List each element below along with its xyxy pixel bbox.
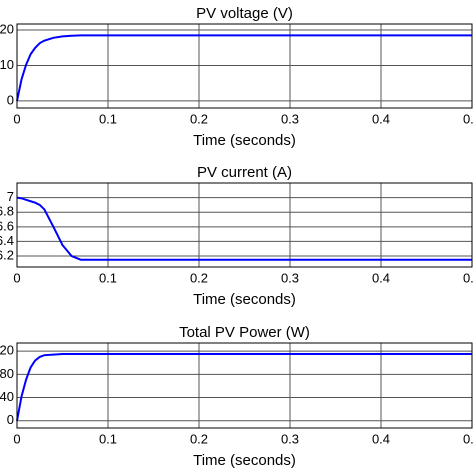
x-axis-label: Time (seconds) xyxy=(193,291,296,308)
chart-title: PV current (A) xyxy=(197,164,292,181)
x-tick-label: 0.3 xyxy=(281,270,299,285)
x-tick-label: 0 xyxy=(13,111,20,126)
plot-frame xyxy=(16,23,473,109)
x-tick-label: 0 xyxy=(13,270,20,285)
y-tick-label: 40 xyxy=(0,389,14,404)
x-tick-label: 0.3 xyxy=(281,431,299,446)
plot-area xyxy=(16,23,473,109)
x-tick-label: 0.4 xyxy=(372,431,390,446)
y-tick-label: 6.6 xyxy=(0,218,14,233)
data-line xyxy=(16,353,472,421)
y-tick-label: 10 xyxy=(0,57,14,72)
y-tick-label: 6.8 xyxy=(0,204,14,219)
x-tick-label: 0.1 xyxy=(99,111,117,126)
x-tick-label: 0.2 xyxy=(190,270,208,285)
y-tick-label: 80 xyxy=(0,366,14,381)
plot-frame xyxy=(16,182,473,268)
data-line xyxy=(16,196,472,261)
plot-frame xyxy=(16,342,473,429)
x-tick-label: 0 xyxy=(13,431,20,446)
y-tick-label: 6.2 xyxy=(0,247,14,262)
y-tick-label: 120 xyxy=(0,343,14,358)
x-tick-label: 0.3 xyxy=(281,111,299,126)
plot-area xyxy=(16,182,473,268)
x-axis-label: Time (seconds) xyxy=(193,132,296,149)
y-tick-label: 0 xyxy=(7,92,14,107)
x-axis-label: Time (seconds) xyxy=(193,452,296,469)
x-tick-label: 0.5 xyxy=(463,270,474,285)
y-tick-label: 20 xyxy=(0,21,14,36)
y-tick-label: 0 xyxy=(7,412,14,427)
x-tick-label: 0.2 xyxy=(190,111,208,126)
data-line xyxy=(16,34,472,102)
y-tick-label: 6.4 xyxy=(0,233,14,248)
x-tick-label: 0.4 xyxy=(372,270,390,285)
x-tick-label: 0.1 xyxy=(99,431,117,446)
plot-area xyxy=(16,342,473,429)
chart-title: Total PV Power (W) xyxy=(179,324,310,341)
x-tick-label: 0.5 xyxy=(463,111,474,126)
x-tick-label: 0.1 xyxy=(99,270,117,285)
x-tick-label: 0.5 xyxy=(463,431,474,446)
y-tick-label: 7 xyxy=(7,189,14,204)
x-tick-label: 0.4 xyxy=(372,111,390,126)
chart-title: PV voltage (V) xyxy=(196,5,293,22)
x-tick-label: 0.2 xyxy=(190,431,208,446)
